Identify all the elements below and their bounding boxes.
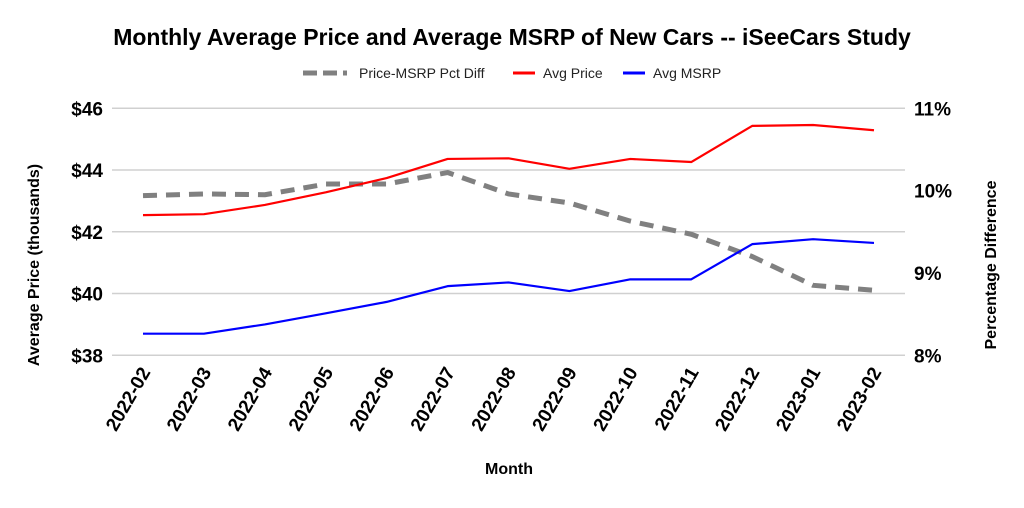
- legend-label: Price-MSRP Pct Diff: [359, 65, 485, 81]
- x-tick-label: 2022-07: [407, 364, 460, 435]
- x-tick-label: 2022-10: [590, 364, 643, 435]
- y2-tick-label: 11%: [914, 99, 951, 120]
- y2-tick-label: 10%: [914, 182, 952, 203]
- y-tick-label: $46: [71, 99, 103, 120]
- x-axis-label: Month: [485, 461, 533, 478]
- x-tick-label: 2022-04: [224, 364, 277, 435]
- x-tick-label: 2022-05: [285, 364, 338, 435]
- x-tick-label: 2023-01: [772, 364, 825, 435]
- x-axis-ticks: 2022-02 2022-03 2022-04 2022-05 2022-06 2022-…: [102, 364, 886, 435]
- x-tick-label: 2023-02: [833, 364, 886, 435]
- series-lines: [142, 123, 875, 335]
- y-tick-label: $40: [71, 285, 103, 306]
- x-tick-label: 2022-03: [163, 364, 216, 435]
- series-line-avg-msrp: [143, 238, 875, 335]
- legend-label: Avg Price: [543, 65, 603, 81]
- chart-title: Monthly Average Price and Average MSRP o…: [113, 24, 911, 50]
- y-tick-label: $42: [71, 223, 103, 244]
- y-axis-label: Average Price (thousands): [26, 164, 43, 366]
- y-tick-label: $38: [71, 346, 103, 367]
- x-tick-label: 2022-09: [529, 364, 582, 435]
- legend-label: Avg MSRP: [653, 65, 721, 81]
- series-line-avg-price: [142, 123, 875, 217]
- series-line-price-msrp-pct-diff: [142, 170, 875, 293]
- y-tick-label: $44: [71, 161, 103, 182]
- x-tick-label: 2022-02: [102, 364, 155, 435]
- x-tick-label: 2022-08: [468, 364, 521, 435]
- x-tick-label: 2022-11: [651, 364, 704, 434]
- legend: Price-MSRP Pct Diff Avg Price Avg MSRP: [303, 65, 721, 81]
- x-tick-label: 2022-12: [711, 364, 764, 435]
- right-axis-ticks: 8% 9% 10% 11%: [914, 99, 952, 367]
- y2-tick-label: 8%: [914, 346, 942, 367]
- left-axis-ticks: $38 $40 $42 $44 $46: [71, 99, 103, 367]
- gridlines: [112, 107, 905, 357]
- y2-axis-label: Percentage Difference: [983, 180, 1000, 349]
- y2-tick-label: 9%: [914, 264, 942, 285]
- x-tick-label: 2022-06: [346, 364, 399, 435]
